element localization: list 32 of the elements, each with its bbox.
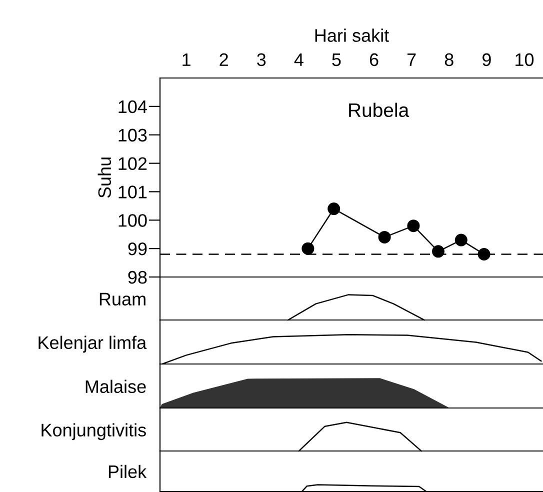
x-tick-label: 3 <box>257 53 266 66</box>
x-tick-label: 2 <box>220 53 228 66</box>
x-tick-label: 10 <box>516 53 534 66</box>
point <box>454 234 468 246</box>
y-axis-title: Ruam <box>100 292 146 306</box>
point <box>407 220 420 232</box>
x-tick-label: 8 <box>444 53 454 66</box>
y-axis-title: Malaise <box>86 380 146 394</box>
x-tick-label: 1 <box>182 54 190 66</box>
y-tick-label: 98 <box>128 270 147 284</box>
y-axis-title: Pilek <box>108 464 147 478</box>
point <box>328 202 340 216</box>
x-tick-label: 7 <box>407 54 416 66</box>
y-axis-title: Konjungtivitis <box>42 423 146 440</box>
x-tick-label: 6 <box>370 53 378 66</box>
point <box>432 245 444 258</box>
point <box>378 230 391 244</box>
x-tick-label: 5 <box>332 54 341 66</box>
y-tick-label: 101 <box>118 186 147 198</box>
y-tick-label: 104 <box>118 100 147 114</box>
y-tick-label: 100 <box>118 214 147 227</box>
x-tick-label: 9 <box>482 53 491 66</box>
point <box>302 242 314 255</box>
x-axis-title: Hari sakit <box>315 28 389 42</box>
y-tick-label: 103 <box>118 128 147 142</box>
point <box>478 248 490 261</box>
x-tick-label: 4 <box>294 54 304 66</box>
y-tick-label: 99 <box>128 242 147 256</box>
y-axis-title: Suhu <box>98 158 112 198</box>
annotation: Rubela <box>349 102 410 118</box>
y-tick-label: 102 <box>118 157 147 170</box>
y-axis-title: Kelenjar limfa <box>38 336 147 353</box>
